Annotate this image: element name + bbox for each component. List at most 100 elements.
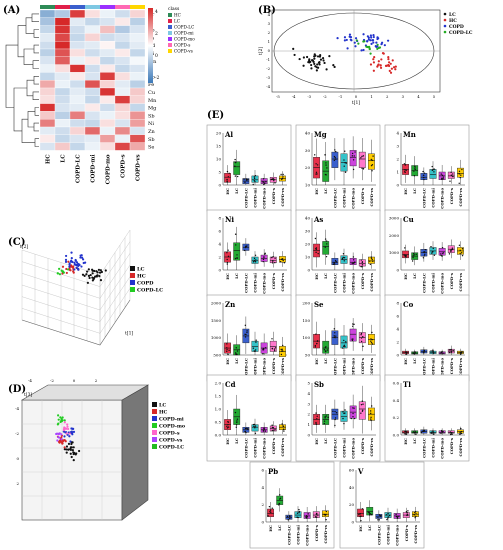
boxplot-point bbox=[460, 352, 463, 354]
pca-2d-ytick: -2 bbox=[266, 66, 270, 71]
boxplot-point bbox=[236, 421, 238, 424]
boxplot-point bbox=[353, 323, 355, 326]
boxplot-point bbox=[289, 517, 291, 520]
boxplot-point bbox=[254, 425, 257, 427]
pca-2d-point bbox=[313, 57, 316, 60]
pca-2d-ytick: 2 bbox=[268, 30, 271, 35]
pca-3d-grid-c bbox=[21, 229, 131, 346]
boxplot-Mn: Mn 4 3 2 1 0 HC LC COPD-LC COPD-mi COPD-mo COPD-s CO… bbox=[384, 124, 470, 212]
boxplot-group-label: HC bbox=[403, 358, 408, 365]
boxplot-group-label: COPD-mo bbox=[440, 273, 445, 294]
pca-2d-point bbox=[377, 60, 380, 63]
boxplot-group-label: COPD-mo bbox=[440, 358, 445, 379]
boxplot-point bbox=[458, 182, 460, 184]
pca-2d-point bbox=[376, 45, 379, 48]
boxplot-group-label: COPD-mi bbox=[253, 437, 258, 457]
heatmap-cell bbox=[129, 119, 146, 128]
boxplot-point bbox=[440, 432, 442, 434]
pca-2d-point bbox=[372, 34, 375, 37]
boxplot-ytick: 0 bbox=[218, 183, 221, 188]
pca-2d-point bbox=[323, 61, 326, 65]
boxplot-point bbox=[226, 170, 229, 173]
boxplot-group-label: COPD-vs bbox=[280, 273, 285, 291]
boxplot-box bbox=[322, 510, 329, 518]
pca-2d-point bbox=[379, 66, 383, 69]
boxplot-point bbox=[345, 162, 348, 164]
boxplot-point bbox=[243, 249, 246, 252]
boxplot-point bbox=[325, 164, 327, 166]
pca-3d-point-d bbox=[70, 455, 73, 459]
boxplot-ytick: 2.0 bbox=[215, 381, 222, 386]
boxplot-group-label: COPD-mo bbox=[351, 358, 356, 379]
pca-3d-point-d bbox=[65, 451, 68, 454]
boxplot-point bbox=[360, 333, 362, 336]
boxplot-group-label: LC bbox=[277, 525, 282, 531]
boxplot-group-label: LC bbox=[367, 525, 372, 531]
pca-2d-point bbox=[376, 43, 379, 46]
pca-2d-point bbox=[318, 55, 322, 58]
boxplot-point bbox=[263, 183, 265, 186]
boxplot-point bbox=[405, 510, 408, 513]
boxplot-group-label: HC bbox=[225, 188, 230, 195]
pca-3d-legend-label-d: COPD-mi bbox=[159, 417, 184, 423]
boxplot-point bbox=[244, 427, 247, 430]
boxplot-group-label: COPD-mi bbox=[431, 272, 436, 292]
boxplot-group-label: COPD-mi bbox=[431, 437, 436, 457]
pca-3d-point-d bbox=[64, 440, 67, 443]
boxplot-point bbox=[226, 348, 228, 351]
boxplot-ytick: 0 bbox=[218, 268, 221, 273]
boxplot-group-label: LC bbox=[323, 273, 328, 279]
heatmap: CrAlPbAsCdNiMnTiCoFeCuMnMgSbNiZnSbSeHCLC… bbox=[5, 5, 195, 184]
pca-2d-point bbox=[306, 55, 309, 59]
boxplot-point bbox=[246, 427, 248, 430]
boxplot-point bbox=[283, 262, 286, 264]
boxplot-point bbox=[352, 259, 355, 261]
boxplot-point bbox=[413, 170, 415, 172]
pca-2d-point bbox=[376, 36, 379, 39]
boxplot-point bbox=[315, 251, 317, 254]
boxplot-point bbox=[387, 512, 389, 515]
pca-3d-legend-label-d: COPD-mo bbox=[159, 424, 185, 430]
boxplot-point bbox=[315, 516, 318, 518]
pca-3d-point-c bbox=[72, 265, 75, 268]
boxplot-point bbox=[264, 182, 266, 185]
boxplot-point bbox=[342, 417, 344, 420]
boxplot-group-label: HC bbox=[403, 188, 408, 195]
pca-3d-point-c bbox=[94, 275, 97, 278]
boxplot-point bbox=[412, 352, 414, 354]
boxplot-point bbox=[315, 421, 317, 424]
boxplot-point bbox=[415, 433, 417, 435]
heatmap-row-label: Zn bbox=[148, 129, 155, 135]
boxplot-point bbox=[226, 180, 228, 182]
boxplot-point bbox=[283, 430, 285, 432]
boxplot-group-label: COPD-vs bbox=[458, 438, 463, 456]
pca-2d-point bbox=[387, 61, 391, 64]
boxplot-group-label: COPD-LC bbox=[286, 525, 291, 545]
pca-3d-point-d bbox=[67, 442, 71, 445]
boxplot-point bbox=[264, 252, 266, 255]
heatmap-cell bbox=[39, 103, 56, 112]
heatmap-cell bbox=[129, 142, 146, 151]
heatmap-cell bbox=[114, 33, 131, 42]
pca-3d-legend-swatch-d bbox=[152, 437, 157, 442]
dendro-branch bbox=[32, 60, 39, 69]
heatmap-cell bbox=[99, 33, 116, 42]
heatmap-cell bbox=[129, 48, 146, 57]
boxplot-group-label: COPD-vs bbox=[369, 358, 374, 376]
boxplot-point bbox=[344, 409, 346, 411]
pca-2d-point bbox=[392, 66, 396, 69]
boxplot-point bbox=[451, 175, 454, 177]
heatmap-cell bbox=[69, 126, 86, 135]
heatmap-cell bbox=[84, 103, 101, 112]
heatmap-column-label: HC bbox=[46, 154, 52, 164]
boxplot-point bbox=[458, 170, 461, 173]
boxplot-title: Zn bbox=[225, 300, 235, 309]
boxplot-point bbox=[274, 429, 276, 431]
heatmap-cell bbox=[99, 48, 116, 57]
pca-2d-point bbox=[307, 61, 310, 64]
heatmap-cell bbox=[114, 126, 131, 135]
pca-3d-point-c bbox=[86, 281, 89, 284]
pca-3d-tick-d: -2 bbox=[50, 378, 54, 383]
boxplot-point bbox=[316, 415, 318, 417]
boxplot-group-label: COPD-mi bbox=[342, 357, 347, 377]
